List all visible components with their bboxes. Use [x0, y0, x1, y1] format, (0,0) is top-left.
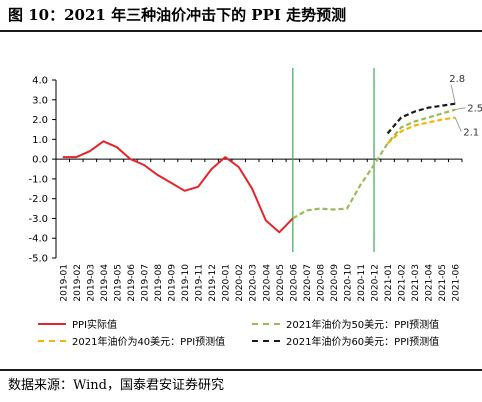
title-rule	[0, 30, 482, 32]
x-tick-label: 2021-01	[384, 264, 394, 302]
x-tick-label: 2021-03	[411, 264, 421, 302]
y-tick-label: -4.0	[28, 234, 48, 245]
source-note: 数据来源：Wind，国泰君安证券研究	[8, 378, 224, 393]
x-tick-label: 2020-05	[276, 264, 286, 302]
y-tick-label: -1.0	[28, 174, 48, 185]
x-tick-label: 2019-08	[154, 264, 164, 302]
x-tick-label: 2020-09	[330, 264, 340, 302]
y-tick-label: 3.0	[32, 95, 48, 106]
x-tick-label: 2019-02	[73, 264, 83, 302]
series-line-p50	[292, 108, 456, 220]
x-tick-label: 2019-06	[127, 264, 137, 302]
series-line-p60	[386, 102, 456, 135]
series-line-actual	[62, 140, 294, 234]
x-tick-label: 2019-07	[140, 264, 150, 302]
end-label-p60: 2.8	[449, 74, 465, 85]
figure-title: 图 10：2021 年三种油价冲击下的 PPI 走势预测	[8, 6, 347, 24]
y-tick-label: 0.0	[32, 155, 48, 166]
end-label-leader	[454, 117, 462, 132]
x-tick-label: 2020-04	[262, 264, 272, 302]
end-label-leader	[455, 107, 466, 111]
y-tick-label: 2.0	[32, 115, 48, 126]
end-label-p50: 2.5	[467, 104, 482, 115]
x-tick-label: 2021-06	[452, 264, 462, 302]
y-tick-label: 1.0	[32, 135, 48, 146]
x-tick-label: 2020-02	[235, 264, 245, 302]
x-tick-label: 2021-02	[398, 264, 408, 302]
y-tick-label: 4.0	[32, 76, 48, 87]
x-tick-label: 2021-04	[425, 264, 435, 302]
y-tick-label: -3.0	[28, 214, 48, 225]
x-tick-label: 2019-04	[100, 264, 110, 302]
x-tick-label: 2020-12	[371, 264, 381, 302]
x-tick-label: 2020-07	[303, 264, 313, 302]
x-tick-label: 2019-05	[113, 264, 123, 302]
end-label-leader	[450, 84, 456, 104]
x-tick-label: 2020-01	[222, 264, 232, 302]
x-tick-label: 2019-09	[168, 264, 178, 302]
series-line-p40	[386, 116, 456, 145]
y-tick-label: -5.0	[28, 254, 48, 265]
x-tick-label: 2021-05	[438, 264, 448, 302]
x-tick-label: 2019-01	[59, 264, 69, 302]
x-tick-label: 2020-03	[249, 264, 259, 302]
source-rule	[0, 369, 482, 371]
x-tick-label: 2019-12	[208, 264, 218, 302]
end-label-p40: 2.1	[463, 127, 479, 138]
x-tick-label: 2020-08	[316, 264, 326, 302]
ppi-line-chart: 4.0 3.0 2.0 1.0 0.0 -1.0 -2.0 -3.0 -4.0 -5.0 2019-…	[28, 68, 482, 302]
x-tick-label: 2019-11	[195, 264, 205, 302]
x-tick-label: 2020-10	[343, 264, 353, 302]
x-tick-label: 2020-11	[357, 264, 367, 302]
x-tick-label: 2020-06	[289, 264, 299, 302]
x-tick-label: 2019-10	[181, 264, 191, 302]
x-tick-label: 2019-03	[86, 264, 96, 302]
y-tick-label: -2.0	[28, 194, 48, 205]
